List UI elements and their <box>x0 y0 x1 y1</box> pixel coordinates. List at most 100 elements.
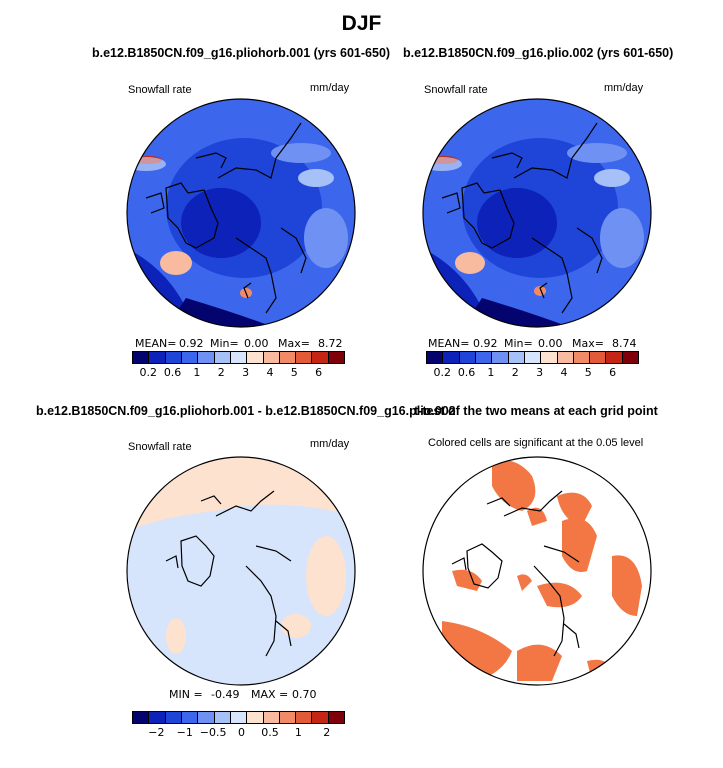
colorbar-swatch <box>573 352 591 363</box>
colorbar-swatch <box>492 352 509 363</box>
colorbar-swatch <box>230 712 248 723</box>
colorbar-swatch <box>149 352 166 363</box>
colorbar-swatch <box>198 712 215 723</box>
colorbar-swatch <box>181 712 199 723</box>
significant-region <box>452 569 482 591</box>
colorbar-tick-label: 3 <box>242 366 250 379</box>
colorbar-tick-label: 0.6 <box>457 366 476 379</box>
colorbar-swatch <box>524 352 542 363</box>
colorbar-tick-label: 3 <box>536 366 544 379</box>
significant-region <box>527 507 547 526</box>
panel1-polar-map <box>126 98 356 328</box>
colorbar-tick-label: −0.5 <box>199 726 227 739</box>
colorbar-swatch <box>557 352 574 363</box>
colorbar-tick-label: 6 <box>609 366 617 379</box>
colorbar-swatch <box>165 712 182 723</box>
panel1-min-value: 0.00 <box>244 337 269 350</box>
colorbar-tick-label: 5 <box>584 366 592 379</box>
colorbar-tick-label: 0.2 <box>139 366 157 379</box>
panel2-polar-map <box>422 98 652 328</box>
panel1-mean-label: MEAN= <box>135 337 177 350</box>
panel4-note: Colored cells are significant at the 0.0… <box>428 437 644 449</box>
panel1-min-label: Min= <box>210 337 239 350</box>
colorbar-tick-label: 2 <box>323 726 331 739</box>
colorbar-swatch <box>296 352 313 363</box>
colorbar-swatch <box>443 352 460 363</box>
colorbar-swatch <box>622 352 639 363</box>
panel4-title: t-test of the two means at each grid poi… <box>414 404 658 418</box>
colorbar-tick-label: 0.6 <box>163 366 182 379</box>
colorbar-swatch <box>328 712 345 723</box>
significant-region <box>562 518 597 572</box>
colorbar-swatch <box>459 352 476 363</box>
colorbar-tick-label: 0.5 <box>261 726 279 739</box>
panel3-min-value: -0.49 <box>211 688 240 701</box>
colorbar-tick-label: −1 <box>176 726 193 739</box>
significant-region <box>517 644 562 681</box>
panel2-min-value: 0.00 <box>538 337 563 350</box>
panel1-units: mm/day <box>310 82 350 94</box>
significant-region <box>517 574 532 591</box>
colorbar-swatch <box>181 352 199 363</box>
colorbar-swatch <box>312 352 329 363</box>
panel2-colorbar <box>426 351 639 364</box>
colorbar-swatch <box>279 712 297 723</box>
panel3-polar-map <box>126 456 356 686</box>
panel2-max-value: 8.74 <box>612 337 637 350</box>
panel3-title: b.e12.B1850CN.f09_g16.pliohorb.001 - b.e… <box>36 404 456 418</box>
panel4-polar-map <box>422 456 652 686</box>
colorbar-swatch <box>230 352 248 363</box>
colorbar-swatch <box>198 352 215 363</box>
colorbar-tick-label: −2 <box>148 726 165 739</box>
colorbar-swatch <box>149 712 166 723</box>
colorbar-swatch <box>214 712 231 723</box>
panel3-max-value: 0.70 <box>292 688 317 701</box>
panel1-max-label: Max= <box>278 337 310 350</box>
colorbar-swatch <box>133 352 150 363</box>
colorbar-swatch <box>427 352 444 363</box>
colorbar-swatch <box>165 352 182 363</box>
panel1-left-label: Snowfall rate <box>128 84 192 96</box>
colorbar-tick-label: 0 <box>238 726 246 739</box>
panel2-mean-value: 0.92 <box>473 337 498 350</box>
colorbar-tick-label: 5 <box>290 366 298 379</box>
colorbar-tick-label: 6 <box>315 366 323 379</box>
panel3-units: mm/day <box>310 438 350 450</box>
colorbar-swatch <box>606 352 623 363</box>
panel1-colorbar <box>132 351 345 364</box>
colorbar-tick-label: 2 <box>511 366 519 379</box>
panel1-mean-value: 0.92 <box>179 337 204 350</box>
panel1-title: b.e12.B1850CN.f09_g16.pliohorb.001 (yrs … <box>92 46 391 60</box>
panel2-left-label: Snowfall rate <box>424 84 488 96</box>
colorbar-tick-label: 4 <box>560 366 568 379</box>
significant-region <box>612 555 642 616</box>
colorbar-swatch <box>541 352 558 363</box>
significant-region <box>557 492 592 526</box>
colorbar-swatch <box>590 352 607 363</box>
colorbar-swatch <box>508 352 525 363</box>
colorbar-swatch <box>312 712 329 723</box>
colorbar-swatch <box>263 712 280 723</box>
colorbar-swatch <box>133 712 150 723</box>
colorbar-swatch <box>263 352 280 363</box>
colorbar-tick-label: 4 <box>266 366 274 379</box>
colorbar-swatch <box>247 352 264 363</box>
panel3-left-label: Snowfall rate <box>128 441 192 453</box>
colorbar-swatch <box>475 352 493 363</box>
colorbar-swatch <box>279 352 297 363</box>
panel2-mean-label: MEAN= <box>428 337 470 350</box>
main-title: DJF <box>341 12 382 35</box>
panel2-max-label: Max= <box>572 337 604 350</box>
colorbar-swatch <box>328 352 345 363</box>
significant-region <box>587 659 612 681</box>
colorbar-tick-label: 0.2 <box>433 366 451 379</box>
colorbar-swatch <box>247 712 264 723</box>
colorbar-tick-label: 2 <box>217 366 225 379</box>
colorbar-tick-label: 1 <box>487 366 495 379</box>
panel2-units: mm/day <box>604 82 644 94</box>
panel3-min-label: MIN = <box>169 688 203 701</box>
panel3-colorbar <box>132 711 345 724</box>
colorbar-swatch <box>214 352 231 363</box>
panel3-max-label: MAX = <box>251 688 289 701</box>
colorbar-tick-label: 1 <box>193 366 201 379</box>
